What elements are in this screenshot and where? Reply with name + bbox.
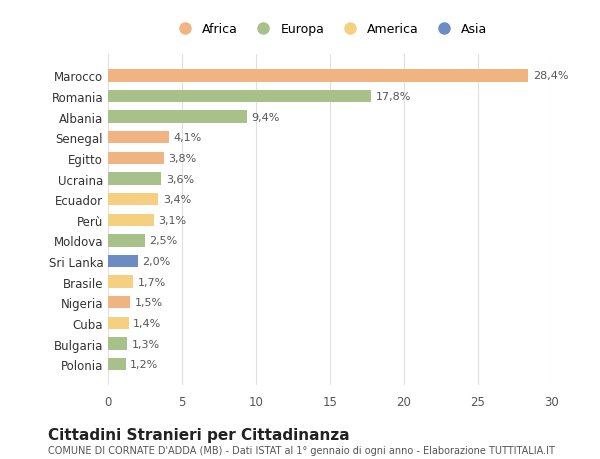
- Bar: [108, 276, 133, 288]
- Bar: [108, 358, 126, 370]
- Bar: [108, 70, 529, 83]
- Text: 2,5%: 2,5%: [149, 236, 178, 246]
- Bar: [108, 214, 154, 226]
- Text: 4,1%: 4,1%: [173, 133, 202, 143]
- Text: 1,2%: 1,2%: [130, 359, 158, 369]
- Bar: [108, 91, 371, 103]
- Text: 3,1%: 3,1%: [158, 215, 187, 225]
- Text: 28,4%: 28,4%: [533, 71, 568, 81]
- Bar: [108, 152, 164, 165]
- Bar: [108, 194, 158, 206]
- Text: 1,5%: 1,5%: [134, 297, 163, 308]
- Bar: [108, 132, 169, 144]
- Text: 9,4%: 9,4%: [251, 112, 280, 123]
- Bar: [108, 338, 127, 350]
- Bar: [108, 173, 161, 185]
- Text: 3,6%: 3,6%: [166, 174, 194, 184]
- Text: 1,4%: 1,4%: [133, 318, 161, 328]
- Text: 17,8%: 17,8%: [376, 92, 411, 102]
- Bar: [108, 235, 145, 247]
- Bar: [108, 317, 129, 330]
- Text: 3,8%: 3,8%: [169, 154, 197, 163]
- Bar: [108, 297, 130, 309]
- Text: 3,4%: 3,4%: [163, 195, 191, 205]
- Bar: [108, 111, 247, 123]
- Text: Cittadini Stranieri per Cittadinanza: Cittadini Stranieri per Cittadinanza: [48, 427, 350, 442]
- Text: 1,3%: 1,3%: [131, 339, 160, 349]
- Text: COMUNE DI CORNATE D'ADDA (MB) - Dati ISTAT al 1° gennaio di ogni anno - Elaboraz: COMUNE DI CORNATE D'ADDA (MB) - Dati IST…: [48, 445, 555, 455]
- Text: 2,0%: 2,0%: [142, 257, 170, 267]
- Text: 1,7%: 1,7%: [137, 277, 166, 287]
- Bar: [108, 255, 137, 268]
- Legend: Africa, Europa, America, Asia: Africa, Europa, America, Asia: [167, 18, 493, 41]
